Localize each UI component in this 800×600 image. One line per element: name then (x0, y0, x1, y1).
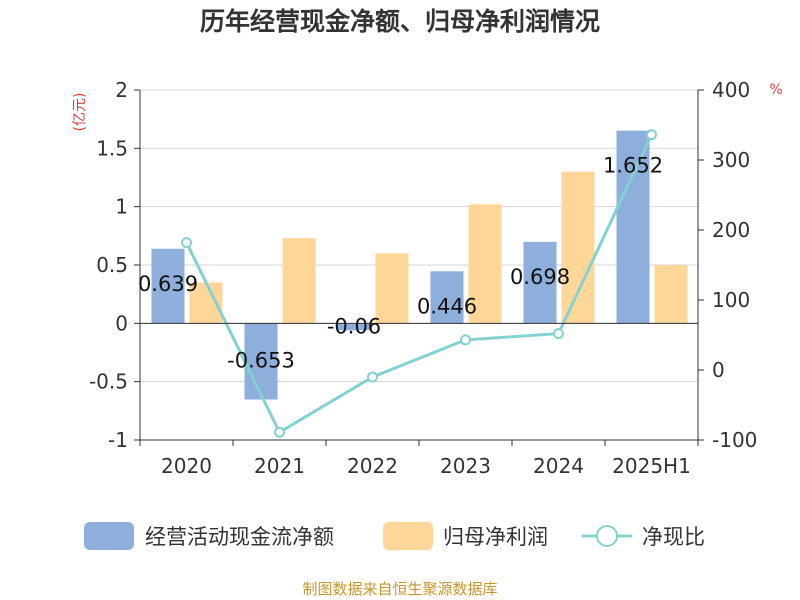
source-note: 制图数据来自恒生聚源数据库 (302, 580, 497, 598)
cash-flow-bar (151, 248, 185, 324)
ratio-line (181, 129, 657, 438)
legend-label-net-profit: 归母净利润 (443, 525, 548, 549)
ratio-point (367, 371, 378, 383)
cash-flow-data-label: 1.652 (603, 154, 663, 178)
net-profit-bar (654, 265, 688, 324)
left-tick-label: 0.5 (96, 253, 128, 277)
ratio-point (553, 328, 564, 340)
cash-flow-data-label: 0.446 (417, 294, 477, 318)
legend-swatch-ratio-marker (596, 525, 618, 547)
ratio-point (460, 334, 471, 346)
cash-flow-data-label: -0.653 (227, 348, 295, 372)
right-tick-label: 100 (712, 288, 750, 312)
data-labels: 0.639 -0.653 -0.06 0.446 0.698 1.652 (138, 154, 663, 373)
cash-flow-bar (616, 130, 650, 324)
legend: 经营活动现金流净额 归母净利润 净现比 (84, 522, 705, 550)
cash-flow-bar (244, 323, 278, 400)
right-tick-label: 200 (712, 218, 750, 242)
left-tick-label: 1 (115, 195, 128, 219)
ratio-line-path (185, 134, 653, 435)
right-tick-label: 400 (712, 78, 750, 102)
net-profit-bar (282, 238, 316, 324)
left-tick-label: 0 (115, 311, 128, 335)
net-profit-bar (375, 253, 409, 324)
left-tick-label: -0.5 (89, 370, 128, 394)
left-tick-label: -1 (108, 428, 128, 452)
net-profit-bar (468, 204, 502, 324)
x-tick-label: 2022 (347, 454, 398, 478)
left-tick-label: 2 (115, 78, 128, 102)
legend-label-ratio: 净现比 (642, 525, 705, 549)
x-tick-label: 2025H1 (612, 454, 691, 478)
legend-label-cash-flow: 经营活动现金流净额 (145, 525, 334, 549)
x-tick-label: 2020 (161, 454, 212, 478)
ratio-point (181, 237, 192, 249)
cash-flow-data-label: 0.639 (138, 272, 198, 296)
axes: 2 1.5 1 0.5 0 -0.5 -1 400 300 200 100 0 -100 2020 2021… (89, 78, 757, 478)
ratio-point (646, 129, 657, 141)
x-tick-label: 2024 (533, 454, 584, 478)
right-axis-unit: % (769, 82, 782, 98)
x-tick-label: 2021 (254, 454, 305, 478)
cash-flow-data-label: 0.698 (510, 265, 570, 289)
cash-flow-bar (430, 271, 464, 324)
cash-flow-data-label: -0.06 (327, 314, 381, 338)
legend-swatch-cash-flow (84, 522, 134, 550)
cash-flow-bar (523, 241, 557, 324)
right-tick-label: 0 (712, 358, 725, 382)
right-tick-label: 300 (712, 148, 750, 172)
chart-title: 历年经营现金净额、归母净利润情况 (200, 7, 600, 36)
cash-flow-bar (337, 323, 371, 331)
right-tick-label: -100 (712, 428, 757, 452)
net-profit-bar (561, 171, 595, 324)
grid-lines (140, 89, 698, 441)
left-tick-label: 1.5 (96, 136, 128, 160)
ratio-point (274, 426, 285, 438)
legend-swatch-net-profit (383, 522, 433, 550)
left-axis-unit: (亿元) (72, 93, 88, 132)
x-tick-label: 2023 (440, 454, 491, 478)
